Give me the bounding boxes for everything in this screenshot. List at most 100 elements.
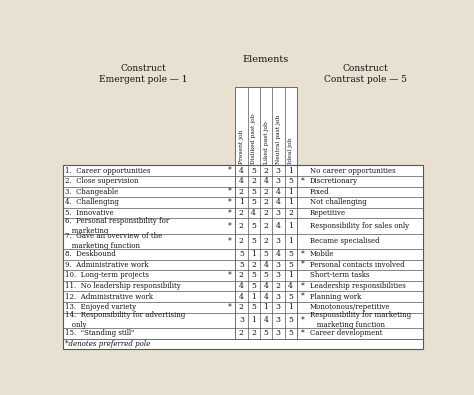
Text: 12.  Administrative work: 12. Administrative work [65, 293, 153, 301]
Text: 2: 2 [276, 282, 281, 290]
Text: Discretionary: Discretionary [310, 177, 358, 185]
Text: 2: 2 [288, 209, 293, 217]
Text: 5: 5 [288, 177, 293, 185]
Text: Fixed: Fixed [310, 188, 329, 196]
Text: 1: 1 [288, 188, 293, 196]
Text: 1: 1 [239, 198, 244, 207]
Text: 11.  No leadership responsibility: 11. No leadership responsibility [65, 282, 181, 290]
Text: 3: 3 [276, 329, 281, 337]
Text: 5: 5 [251, 167, 256, 175]
Text: 2: 2 [239, 303, 244, 311]
Text: 4: 4 [251, 209, 256, 217]
Text: *: * [228, 271, 232, 280]
Text: *: * [300, 250, 304, 259]
Text: 4: 4 [288, 282, 293, 290]
Text: 13.  Enjoyed variety: 13. Enjoyed variety [65, 303, 136, 311]
Text: 3: 3 [276, 237, 281, 245]
Text: 1: 1 [251, 250, 256, 258]
Text: Responsibility for marketing
   marketing function: Responsibility for marketing marketing f… [310, 311, 411, 329]
Text: 5: 5 [239, 261, 244, 269]
Text: *: * [228, 222, 232, 231]
Text: Repetitive: Repetitive [310, 209, 346, 217]
Text: 5: 5 [288, 329, 293, 337]
Text: 4.  Challenging: 4. Challenging [65, 198, 119, 207]
Text: 2: 2 [251, 177, 256, 185]
Text: 2: 2 [264, 188, 268, 196]
Text: *: * [228, 303, 232, 312]
Text: 4: 4 [276, 198, 281, 207]
Text: 3: 3 [276, 303, 281, 311]
Text: 3: 3 [276, 177, 281, 185]
Text: 1: 1 [251, 293, 256, 301]
Text: 1: 1 [288, 222, 293, 230]
Text: 2: 2 [251, 261, 256, 269]
Text: 9.  Administrative work: 9. Administrative work [65, 261, 148, 269]
Text: *: * [300, 282, 304, 291]
Text: Monotonous/repetitive: Monotonous/repetitive [310, 303, 391, 311]
Text: Present job: Present job [239, 129, 244, 164]
Text: 4: 4 [276, 188, 281, 196]
Text: 4: 4 [239, 293, 244, 301]
Bar [63, 165, 423, 349]
Text: 2: 2 [264, 198, 268, 207]
Text: *: * [228, 166, 232, 175]
Text: 4: 4 [239, 177, 244, 185]
Text: 4: 4 [264, 316, 268, 324]
Text: Personal contacts involved: Personal contacts involved [310, 261, 404, 269]
Text: 3: 3 [276, 293, 281, 301]
Text: 1: 1 [264, 303, 268, 311]
Text: 2.  Close supervision: 2. Close supervision [65, 177, 138, 185]
Text: 5: 5 [251, 188, 256, 196]
Text: 5.  Innovative: 5. Innovative [65, 209, 114, 217]
Text: 1: 1 [288, 271, 293, 280]
Text: 5: 5 [251, 237, 256, 245]
Text: 2: 2 [239, 209, 244, 217]
Text: Became specialised: Became specialised [310, 237, 380, 245]
Text: 1: 1 [288, 198, 293, 207]
Text: Ideal job: Ideal job [288, 137, 293, 164]
Text: Responsibility for sales only: Responsibility for sales only [310, 222, 409, 230]
Text: *denotes preferred pole: *denotes preferred pole [65, 340, 150, 348]
Text: 4: 4 [264, 282, 268, 290]
Text: 2: 2 [264, 222, 268, 230]
Text: 3: 3 [276, 261, 281, 269]
Text: *: * [228, 198, 232, 207]
Text: Elements: Elements [243, 55, 289, 64]
Text: Construct
Emergent pole — 1: Construct Emergent pole — 1 [100, 64, 188, 84]
Text: *: * [300, 177, 304, 186]
Text: 5: 5 [288, 293, 293, 301]
Text: No career opportunities: No career opportunities [310, 167, 395, 175]
Text: 5: 5 [251, 303, 256, 311]
Text: 5: 5 [251, 222, 256, 230]
Text: 2: 2 [239, 188, 244, 196]
Text: 2: 2 [239, 237, 244, 245]
Text: 1: 1 [288, 237, 293, 245]
Text: 3.  Changeable: 3. Changeable [65, 188, 118, 196]
Text: 10.  Long-term projects: 10. Long-term projects [65, 271, 149, 280]
Text: 1: 1 [288, 167, 293, 175]
Text: 2: 2 [264, 167, 268, 175]
Text: 5: 5 [264, 271, 268, 280]
Text: Neutral past job: Neutral past job [276, 115, 281, 164]
Text: 1: 1 [288, 303, 293, 311]
Text: 3: 3 [276, 209, 281, 217]
Text: *: * [228, 209, 232, 218]
Text: 2: 2 [239, 222, 244, 230]
Text: 15.  "Standing still": 15. "Standing still" [65, 329, 135, 337]
Text: 2: 2 [239, 329, 244, 337]
Text: 5: 5 [288, 261, 293, 269]
Text: 5: 5 [251, 198, 256, 207]
Text: 3: 3 [276, 271, 281, 280]
Text: 5: 5 [264, 250, 268, 258]
Text: 8.  Deskbound: 8. Deskbound [65, 250, 116, 258]
Text: 3: 3 [276, 167, 281, 175]
Text: Disliked past job: Disliked past job [251, 113, 256, 164]
Text: 4: 4 [264, 177, 268, 185]
Text: *: * [300, 292, 304, 301]
Text: 7.  Gave an overview of the
   marketing function: 7. Gave an overview of the marketing fun… [65, 232, 162, 250]
Text: 1: 1 [251, 316, 256, 324]
Text: 2: 2 [251, 329, 256, 337]
Text: *: * [228, 187, 232, 196]
Bar [235, 87, 297, 165]
Text: Not challenging: Not challenging [310, 198, 367, 207]
